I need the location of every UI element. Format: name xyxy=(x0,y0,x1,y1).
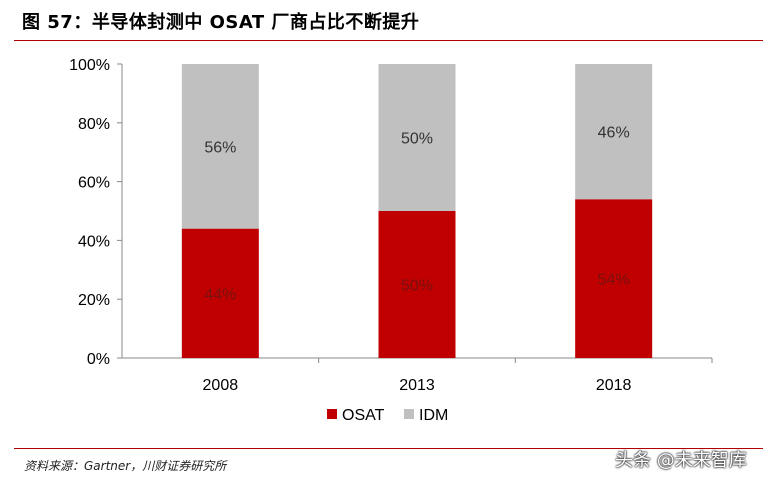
bar-idm-2013 xyxy=(378,64,456,211)
bar-osat-2018 xyxy=(575,199,653,358)
stacked-bar-chart: 0% 20% 40% 60% 80% 100% 44% 56% 2008 50% 50% 2013 54… xyxy=(69,57,713,424)
bar-idm-2018 xyxy=(575,64,653,200)
x-tick-label: 2013 xyxy=(399,377,435,394)
x-tick-label: 2018 xyxy=(596,377,632,394)
y-tick-label: 100% xyxy=(69,57,110,74)
data-label-idm: 56% xyxy=(204,139,236,156)
y-tick-label: 0% xyxy=(87,351,110,368)
data-label-osat: 54% xyxy=(598,272,630,289)
data-label-idm: 46% xyxy=(598,125,630,142)
chart-title: 图 57：半导体封测中 OSAT 厂商占比不断提升 xyxy=(22,12,420,33)
y-tick-label: 80% xyxy=(78,116,110,133)
data-label-idm: 50% xyxy=(401,131,433,148)
legend-swatch-osat xyxy=(327,409,337,419)
x-tick-label: 2008 xyxy=(203,377,239,394)
source-note: 资料来源：Gartner，川财证券研究所 xyxy=(24,459,227,473)
y-tick-label: 20% xyxy=(78,292,110,309)
watermark: 头条 @未来智库 xyxy=(615,450,747,471)
legend-label-idm: IDM xyxy=(419,407,448,424)
bar-osat-2013 xyxy=(378,211,456,358)
title-divider xyxy=(14,40,763,41)
footer-divider xyxy=(14,448,763,449)
data-label-osat: 50% xyxy=(401,278,433,295)
bar-osat-2008 xyxy=(181,228,259,358)
legend-label-osat: OSAT xyxy=(342,407,385,424)
bar-idm-2008 xyxy=(181,64,259,229)
y-tick-label: 60% xyxy=(78,175,110,192)
y-tick-label: 40% xyxy=(78,233,110,250)
legend-swatch-idm xyxy=(404,409,414,419)
data-label-osat: 44% xyxy=(204,286,236,303)
